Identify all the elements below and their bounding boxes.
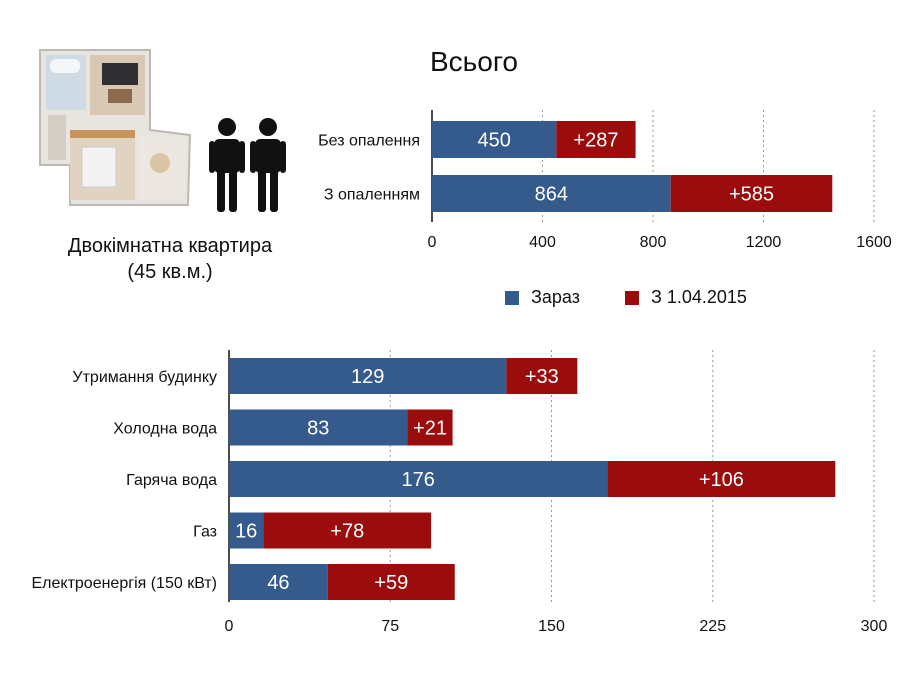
bar-current: [432, 175, 671, 212]
data-label: +59: [374, 572, 408, 594]
bar-future: [506, 358, 578, 394]
bar-current: [229, 564, 328, 600]
legend-label-future: З 1.04.2015: [650, 287, 747, 307]
category-label: З опаленням: [324, 187, 420, 204]
data-label: +287: [573, 130, 618, 152]
chart-title: Всього: [430, 46, 519, 77]
legend-label-current: Зараз: [531, 287, 580, 307]
data-label: 450: [477, 130, 510, 152]
tick-label: 0: [225, 618, 234, 635]
legend-item-current: Зараз: [505, 287, 580, 308]
breakdown-chart: 0 75 150 225 300 Утримання будинку 129 +33 Холод…: [31, 350, 888, 635]
data-label: 864: [535, 184, 568, 206]
category-label: Гаряча вода: [126, 472, 217, 489]
category-label: Електроенергія (150 кВт): [31, 575, 217, 592]
bar-future: [407, 409, 453, 446]
data-label: +106: [699, 469, 744, 491]
legend-swatch-current: [505, 290, 519, 305]
tick-label: 300: [861, 618, 888, 635]
bar-current: [229, 461, 608, 497]
bar-current: [229, 409, 408, 446]
data-label: 83: [307, 418, 329, 440]
apartment-title: Двокімнатна квартира (45 кв.м.): [20, 233, 320, 285]
legend: Зараз З 1.04.2015: [505, 287, 787, 310]
legend-swatch-future: [624, 290, 639, 305]
data-label: +78: [330, 521, 364, 543]
bar-current: [229, 512, 264, 549]
apartment-title-line1: Двокімнатна квартира: [67, 235, 273, 257]
bar-future: [607, 461, 836, 497]
apartment-title-line2: (45 кв.м.): [127, 261, 213, 283]
bar-future: [327, 564, 455, 600]
tick-label: 800: [640, 234, 667, 251]
people-icon: [209, 118, 286, 212]
category-label: Газ: [193, 524, 217, 541]
category-label: Без опалення: [318, 133, 420, 150]
category-label: Утримання будинку: [72, 369, 217, 386]
data-label: 129: [351, 366, 384, 388]
data-label: +33: [525, 366, 559, 388]
bar-future: [670, 175, 833, 212]
legend-item-future: З 1.04.2015: [624, 287, 747, 308]
bar-current: [229, 358, 507, 394]
tick-label: 1600: [856, 234, 892, 251]
bar-future: [556, 121, 636, 158]
data-label: 16: [235, 521, 257, 543]
tick-label: 75: [381, 618, 399, 635]
data-label: +585: [729, 184, 774, 206]
bar-current: [432, 121, 557, 158]
floor-plan-image: [39, 49, 192, 206]
tick-label: 400: [529, 234, 556, 251]
bar-future: [263, 512, 432, 549]
data-label: 46: [267, 572, 289, 594]
tick-label: 225: [699, 618, 726, 635]
category-label: Холодна вода: [113, 421, 217, 438]
tick-label: 150: [538, 618, 565, 635]
tick-label: 0: [428, 234, 437, 251]
data-label: 176: [402, 469, 435, 491]
tick-label: 1200: [746, 234, 782, 251]
data-label: +21: [413, 418, 447, 440]
